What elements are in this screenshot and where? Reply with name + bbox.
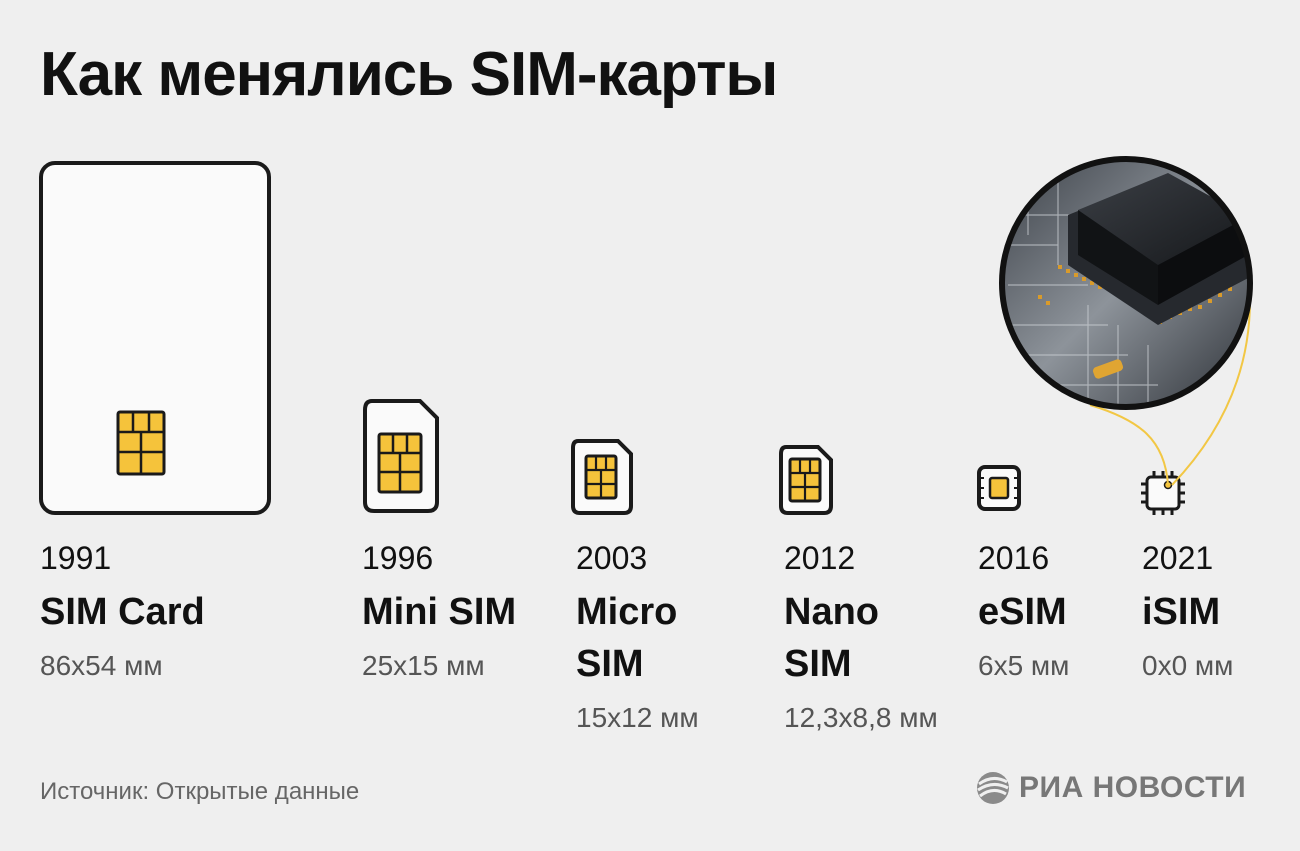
format-dimensions: 15x12 мм [576,702,699,733]
source-note: Источник: Открытые данные [40,778,360,805]
format-name: Micro SIM [576,591,678,685]
nano-sim-icon [779,445,833,515]
page-title: Как менялись SIM-карты [40,40,778,109]
format-dimensions: 12,3x8,8 мм [784,702,938,733]
sim-card-1991-label: 1991 SIM Card 86x54 мм [40,538,205,686]
micro-sim-icon [571,439,633,515]
ria-globe-icon [977,772,1009,804]
year-label: 2021 [1142,540,1214,576]
year-label: 1991 [40,540,112,576]
format-dimensions: 0x0 мм [1142,650,1234,681]
processor-chip-closeup-image [999,156,1253,410]
year-label: 1996 [362,540,434,576]
full-sim-card-icon [39,161,271,515]
format-name: Nano SIM [784,591,879,685]
year-label: 2012 [784,540,856,576]
esim-chip-icon [977,465,1021,511]
format-name: iSIM [1142,591,1221,633]
format-dimensions: 86x54 мм [40,650,163,681]
logo-text: РИА НОВОСТИ [1019,771,1247,804]
year-label: 2003 [576,540,648,576]
mini-sim-1996-label: 1996 Mini SIM 25x15 мм [362,538,532,686]
ria-novosti-logo[interactable]: РИА НОВОСТИ [975,770,1246,806]
format-name: Mini SIM [362,591,517,633]
nano-sim-2012-label: 2012 Nano SIM 12,3x8,8 мм [784,538,938,738]
isim-chip-icon [1141,471,1185,515]
esim-2016-label: 2016 eSIM 6x5 мм [978,538,1069,686]
format-dimensions: 6x5 мм [978,650,1070,681]
isim-2021-label: 2021 iSIM 0x0 мм [1142,538,1233,686]
micro-sim-2003-label: 2003 Micro SIM 15x12 мм [576,538,726,738]
mini-sim-icon [363,399,439,513]
year-label: 2016 [978,540,1050,576]
format-name: SIM Card [40,591,205,633]
format-dimensions: 25x15 мм [362,650,485,681]
format-name: eSIM [978,591,1067,633]
